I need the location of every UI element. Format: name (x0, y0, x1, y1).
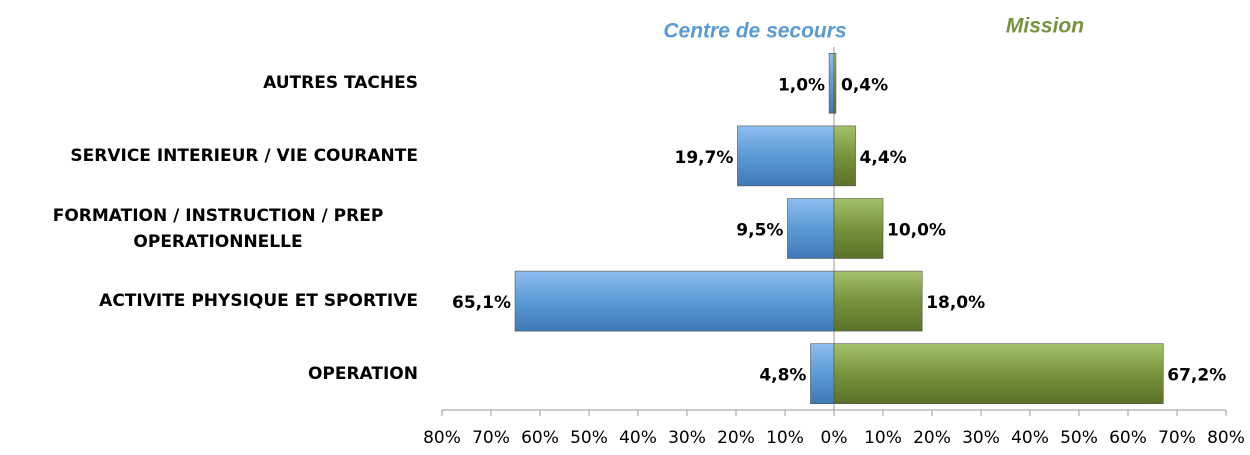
x-tick-label: 60% (521, 428, 559, 448)
value-label: 19,7% (674, 148, 733, 168)
bar (787, 198, 835, 259)
category-label-box: AUTRES TACHES (0, 70, 418, 96)
x-tick-label: 20% (913, 428, 951, 448)
value-label: 4,4% (860, 148, 907, 168)
x-tick-label: 10% (864, 428, 902, 448)
legend-label: Centre de secours (663, 20, 846, 43)
x-tick-label: 50% (570, 428, 608, 448)
category-label: AUTRES TACHES (263, 73, 418, 94)
x-tick-label: 0% (821, 428, 848, 448)
category-label: OPERATION (307, 363, 418, 384)
x-tick-label: 70% (1158, 428, 1196, 448)
bar (810, 343, 835, 405)
bar (833, 198, 884, 259)
value-label: 0,4% (841, 75, 888, 95)
category-label-box: OPERATION (0, 361, 418, 387)
x-tick-label: 30% (962, 428, 1000, 448)
category-label-box: SERVICE INTERIEUR / VIE COURANTE (0, 143, 418, 169)
x-tick-label: 70% (472, 428, 510, 448)
x-tick-label: 60% (1109, 428, 1147, 448)
x-tick-label: 20% (717, 428, 755, 448)
x-tick-label: 80% (1207, 428, 1245, 448)
legend-label: Mission (1006, 15, 1084, 38)
bar (833, 343, 1164, 405)
value-label: 67,2% (1167, 366, 1226, 386)
value-label: 1,0% (778, 75, 825, 95)
category-label: SERVICE INTERIEUR / VIE COURANTE (70, 145, 418, 166)
category-label-box: FORMATION / INSTRUCTION / PREP OPERATION… (0, 203, 418, 255)
x-tick-label: 40% (619, 428, 657, 448)
value-label: 9,5% (736, 221, 783, 241)
x-tick-label: 50% (1060, 428, 1098, 448)
bar (833, 270, 923, 332)
value-label: 10,0% (887, 221, 946, 241)
value-label: 18,0% (926, 293, 985, 313)
bar (514, 270, 835, 332)
x-tick-label: 10% (766, 428, 804, 448)
category-label-box: ACTIVITE PHYSIQUE ET SPORTIVE (0, 288, 418, 314)
x-tick-label: 40% (1011, 428, 1049, 448)
x-tick-label: 30% (668, 428, 706, 448)
value-label: 4,8% (759, 366, 806, 386)
x-tick-label: 80% (423, 428, 461, 448)
bar (833, 125, 856, 187)
bar (828, 52, 835, 114)
bar (737, 125, 835, 187)
value-label: 65,1% (452, 293, 511, 313)
category-label: ACTIVITE PHYSIQUE ET SPORTIVE (99, 291, 418, 312)
category-label: FORMATION / INSTRUCTION / PREP OPERATION… (52, 205, 384, 252)
bar (833, 52, 837, 114)
